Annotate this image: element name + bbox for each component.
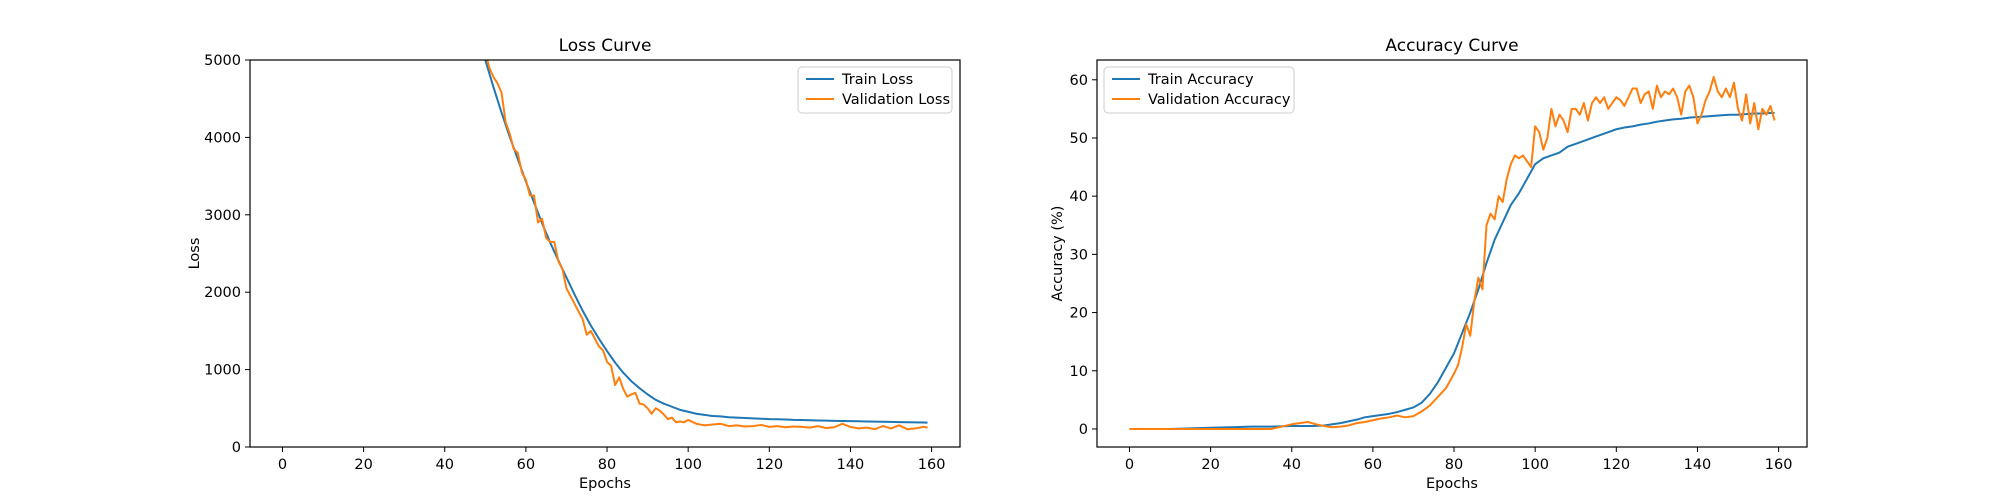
loss-x-tick-label: 160 bbox=[918, 457, 946, 473]
accuracy-x-tick-label: 60 bbox=[1364, 457, 1382, 473]
loss-x-axis-label: Epochs bbox=[579, 476, 631, 492]
loss-y-tick-label: 5000 bbox=[204, 53, 241, 69]
accuracy-y-tick-label: 50 bbox=[1070, 131, 1088, 147]
loss-x-tick-label: 140 bbox=[837, 457, 865, 473]
loss-x-tick-label: 40 bbox=[436, 457, 454, 473]
accuracy-legend-box bbox=[1103, 66, 1295, 114]
loss-y-tick-label: 3000 bbox=[204, 208, 241, 224]
accuracy-y-tick-label: 0 bbox=[1079, 422, 1088, 438]
loss-x-tick-label: 80 bbox=[598, 457, 616, 473]
loss-y-tick-label: 1000 bbox=[204, 363, 241, 379]
accuracy-legend: Train Accuracy Validation Accuracy bbox=[1103, 66, 1295, 114]
loss-legend-label-validation: Validation Loss bbox=[842, 92, 950, 108]
accuracy-y-tick-label: 30 bbox=[1070, 247, 1088, 263]
accuracy-x-tick-label: 160 bbox=[1765, 457, 1793, 473]
loss-y-axis-label: Loss bbox=[187, 238, 203, 270]
accuracy-x-tick-label: 80 bbox=[1445, 457, 1463, 473]
accuracy-x-tick-label: 0 bbox=[1125, 457, 1134, 473]
accuracy-x-tick-label: 40 bbox=[1283, 457, 1301, 473]
accuracy-x-tick-label: 140 bbox=[1684, 457, 1712, 473]
accuracy-series-line-train bbox=[1129, 111, 1775, 430]
loss-x-tick-label: 120 bbox=[755, 457, 783, 473]
accuracy-series-line-validation bbox=[1129, 75, 1776, 430]
loss-legend: Train Loss Validation Loss bbox=[797, 66, 953, 114]
loss-series-lines bbox=[484, 60, 928, 431]
loss-x-tick-label: 0 bbox=[278, 457, 287, 473]
accuracy-y-tick-label: 40 bbox=[1070, 189, 1088, 205]
accuracy-plot-frame bbox=[1096, 59, 1808, 448]
accuracy-legend-label-validation: Validation Accuracy bbox=[1148, 92, 1291, 108]
loss-y-tick-label: 2000 bbox=[204, 285, 241, 301]
accuracy-y-tick-label: 20 bbox=[1070, 306, 1088, 322]
loss-x-tick-label: 20 bbox=[354, 457, 372, 473]
loss-series-line-train bbox=[484, 60, 928, 424]
loss-x-tick-label: 60 bbox=[517, 457, 535, 473]
loss-axis-ticks: 0 20 40 60 80 100 120 140 160 0 1000 2000 3000 4000 50… bbox=[204, 53, 945, 473]
accuracy-x-tick-label: 120 bbox=[1602, 457, 1630, 473]
accuracy-series-lines bbox=[1129, 75, 1776, 430]
loss-legend-label-train: Train Loss bbox=[841, 72, 913, 88]
accuracy-legend-label-train: Train Accuracy bbox=[1147, 72, 1254, 88]
loss-chart-title: Loss Curve bbox=[559, 36, 652, 56]
accuracy-chart: Accuracy Curve 0 20 40 60 80 100 120 140 160 0 10 2… bbox=[1050, 36, 1808, 492]
accuracy-chart-title: Accuracy Curve bbox=[1385, 36, 1518, 56]
loss-chart: Loss Curve 0 20 40 60 80 100 120 140 160 0 1000 200… bbox=[187, 36, 961, 492]
accuracy-y-axis-label: Accuracy (%) bbox=[1050, 206, 1066, 302]
accuracy-x-axis-label: Epochs bbox=[1426, 476, 1478, 492]
loss-y-tick-label: 0 bbox=[232, 440, 241, 456]
loss-x-tick-label: 100 bbox=[674, 457, 702, 473]
loss-series-line-validation bbox=[486, 60, 928, 431]
loss-y-tick-label: 4000 bbox=[204, 130, 241, 146]
loss-plot-frame bbox=[249, 59, 961, 448]
loss-legend-box bbox=[797, 66, 953, 114]
accuracy-y-tick-label: 60 bbox=[1070, 73, 1088, 89]
accuracy-y-tick-label: 10 bbox=[1070, 364, 1088, 380]
accuracy-x-tick-label: 100 bbox=[1521, 457, 1549, 473]
accuracy-x-tick-label: 20 bbox=[1201, 457, 1219, 473]
accuracy-axis-ticks: 0 20 40 60 80 100 120 140 160 0 10 20 30 40 50 60 bbox=[1070, 73, 1793, 473]
